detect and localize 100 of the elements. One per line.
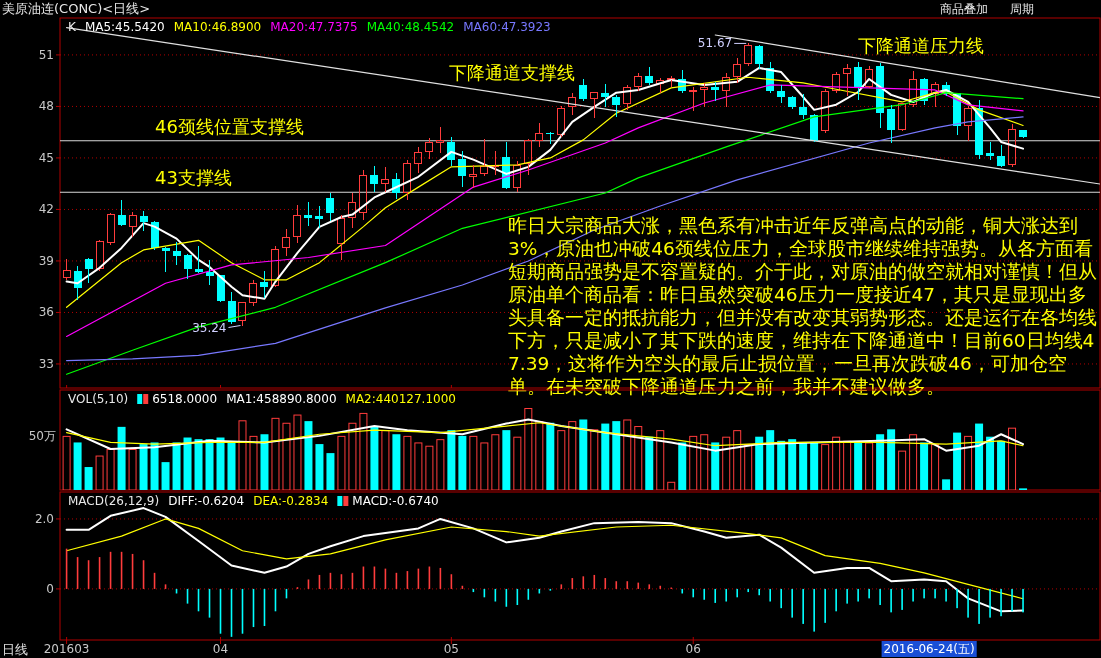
ref-line-label: 43支撑线 — [155, 167, 232, 189]
candlestick — [887, 104, 896, 144]
bar — [458, 435, 467, 490]
candlestick — [436, 126, 445, 154]
chart-title: 美原油连(CONC)<日线> — [2, 1, 151, 16]
candlestick — [304, 201, 313, 227]
bar — [601, 423, 610, 490]
candlestick — [865, 65, 874, 89]
candlestick — [480, 138, 489, 177]
bar — [843, 440, 852, 490]
y-tick-label: 42 — [38, 202, 54, 217]
series-label: DIFF:-0.6204 — [168, 494, 245, 508]
candlestick — [931, 81, 940, 108]
candlestick — [524, 139, 533, 176]
bar — [777, 440, 786, 490]
candlestick — [425, 137, 434, 160]
candlestick — [172, 241, 181, 266]
bar — [799, 442, 808, 490]
bar — [788, 439, 797, 490]
bar — [205, 439, 214, 490]
bar — [447, 430, 456, 490]
candlestick — [271, 245, 280, 286]
x-axis-title: 日线 — [2, 642, 28, 657]
bar — [964, 435, 973, 490]
line-series — [66, 518, 1024, 600]
bar — [744, 444, 753, 490]
candlestick — [1008, 123, 1017, 168]
x-tick-label: 201603 — [43, 642, 90, 656]
bar — [337, 435, 346, 490]
bar — [656, 430, 665, 490]
candlestick — [282, 228, 291, 257]
bar — [997, 440, 1006, 490]
text: MA1:458890.8000 — [226, 392, 337, 406]
bar — [733, 430, 742, 490]
chart-title: MACD(26,12,9) — [68, 494, 160, 508]
bar — [315, 444, 324, 490]
text: MA40:48.4542 — [366, 20, 455, 34]
bar — [821, 444, 830, 490]
bar — [469, 435, 478, 490]
x-tick-label: 04 — [212, 642, 229, 656]
candlestick — [810, 114, 819, 141]
bar — [304, 421, 313, 490]
candlestick — [414, 146, 423, 174]
bar — [348, 422, 357, 490]
legend-label: 6518.0000 — [152, 392, 218, 406]
bar — [689, 435, 698, 490]
candlestick — [843, 63, 852, 97]
bar — [62, 435, 71, 490]
candlestick — [634, 72, 643, 92]
legend-label: MACD:-0.6740 — [352, 494, 439, 508]
candlestick — [469, 164, 478, 189]
candlestick — [128, 211, 137, 238]
text: MA20:47.7375 — [270, 20, 358, 34]
bar — [260, 434, 269, 490]
bar — [634, 426, 643, 490]
candlestick — [161, 247, 170, 273]
text: MA2:440127.1000 — [345, 392, 456, 406]
annotation: 35.24 — [192, 320, 227, 335]
candlestick — [854, 61, 863, 101]
bar — [887, 429, 896, 490]
text: 50万 — [28, 429, 56, 443]
bar — [755, 436, 764, 490]
chart-title: VOL(5,10) — [68, 392, 129, 406]
candlestick — [458, 150, 467, 188]
y-tick-label: 0 — [46, 581, 54, 596]
text: MA60:47.3923 — [463, 20, 551, 34]
candlestick — [755, 45, 764, 70]
bar — [139, 444, 148, 490]
candlestick — [623, 84, 632, 111]
bar — [1008, 427, 1017, 490]
y-tick-label: 48 — [38, 99, 54, 114]
bar — [425, 445, 434, 490]
text: MA10:46.8900 — [173, 20, 262, 34]
y-tick-label: 39 — [38, 253, 54, 268]
bar — [282, 422, 291, 490]
bar — [403, 435, 412, 490]
candlestick — [260, 270, 269, 299]
bar — [524, 408, 533, 490]
bar — [975, 423, 984, 490]
bar — [920, 442, 929, 490]
candlestick — [722, 72, 731, 108]
candlestick — [117, 199, 126, 225]
bar — [535, 421, 544, 490]
x-tick-label: 06 — [685, 642, 701, 656]
bar — [546, 422, 555, 490]
candlestick — [788, 97, 797, 110]
text: 商品叠加 — [940, 2, 988, 16]
candlestick — [689, 86, 698, 112]
candlestick — [348, 192, 357, 229]
bar — [909, 434, 918, 490]
bar — [854, 442, 863, 490]
text: MA5:45.5420 — [84, 20, 165, 34]
candlestick — [106, 214, 115, 246]
bar — [942, 479, 951, 490]
bar — [381, 430, 390, 490]
bar — [612, 421, 621, 490]
bar — [238, 420, 247, 490]
bar — [832, 436, 841, 490]
candlestick — [315, 205, 324, 229]
bar — [579, 419, 588, 490]
